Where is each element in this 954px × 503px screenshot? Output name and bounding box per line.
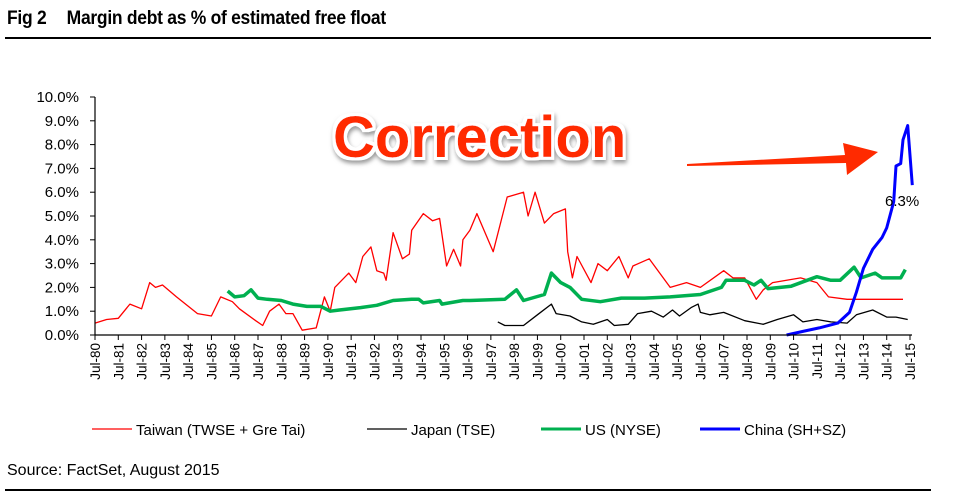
figure-title: Fig 2 Margin debt as % of estimated free … [7,8,386,30]
legend-label: Japan (TSE) [411,422,495,439]
x-tick-label: Jul-94 [414,343,429,380]
x-tick-label: Jul-92 [367,343,382,380]
legend-label: US (NYSE) [585,422,661,439]
figure-number: Fig 2 [7,8,47,29]
x-tick-label: Jul-06 [693,343,708,380]
y-tick-label: 4.0% [45,232,79,249]
x-tick-label: Jul-01 [577,343,592,380]
legend-label: China (SH+SZ) [744,422,846,439]
y-tick-label: 9.0% [45,113,79,130]
x-tick-label: Jul-90 [321,343,336,380]
footer-rule [5,489,931,491]
source-note: Source: FactSet, August 2015 [7,462,220,479]
figure-title-text: Margin debt as % of estimated free float [66,8,386,29]
x-tick-label: Jul-03 [624,343,639,380]
y-tick-label: 5.0% [45,208,79,225]
title-rule [5,37,931,39]
x-tick-label: Jul-91 [344,343,359,380]
series-line-us [226,265,907,313]
x-tick-label: Jul-00 [554,343,569,380]
x-tick-label: Jul-09 [763,343,778,380]
legend-label: Taiwan (TWSE + Gre Tai) [136,422,305,439]
x-tick-label: Jul-14 [880,343,895,380]
x-tick-label: Jul-97 [484,343,499,380]
x-tick-label: Jul-96 [461,343,476,380]
x-tick-label: Jul-82 [135,343,150,380]
x-tick-label: Jul-80 [88,343,103,380]
series-line-taiwan [94,191,903,331]
y-tick-label: 0.0% [45,327,79,344]
y-tick-label: 1.0% [45,303,79,320]
y-tick-label: 10.0% [36,89,79,106]
y-tick-label: 2.0% [45,279,79,296]
x-tick-label: Jul-02 [600,343,615,380]
correction-annotation: Correction [333,105,626,170]
x-tick-label: Jul-88 [274,343,289,380]
x-tick-label: Jul-08 [740,343,755,380]
x-tick-label: Jul-11 [810,343,825,379]
x-tick-label: Jul-99 [530,343,545,380]
x-tick-label: Jul-95 [437,343,452,380]
x-tick-label: Jul-93 [391,343,406,380]
x-tick-label: Jul-12 [833,343,848,380]
x-tick-label: Jul-86 [228,343,243,380]
end-value-label: 6.3% [885,193,919,210]
x-tick-label: Jul-89 [298,343,313,380]
x-tick-label: Jul-15 [903,343,918,380]
series-line-china [786,124,914,337]
x-tick-label: Jul-13 [856,343,871,380]
x-tick-label: Jul-84 [181,343,196,380]
y-tick-label: 8.0% [45,137,79,154]
x-tick-label: Jul-87 [251,343,266,380]
x-tick-label: Jul-83 [158,343,173,380]
x-tick-label: Jul-04 [647,343,662,380]
y-tick-label: 3.0% [45,256,79,273]
legend: Taiwan (TWSE + Gre Tai) Japan (TSE) US (NY… [92,422,846,439]
x-tick-label: Jul-05 [670,343,685,380]
x-tick-label: Jul-07 [717,343,732,380]
y-tick-label: 6.0% [45,184,79,201]
x-tick-label: Jul-98 [507,343,522,380]
arrow-icon [687,143,878,175]
x-tick-label: Jul-85 [204,343,219,380]
x-tick-label: Jul-81 [111,343,126,380]
x-tick-label: Jul-10 [787,343,802,380]
y-tick-label: 7.0% [45,160,79,177]
